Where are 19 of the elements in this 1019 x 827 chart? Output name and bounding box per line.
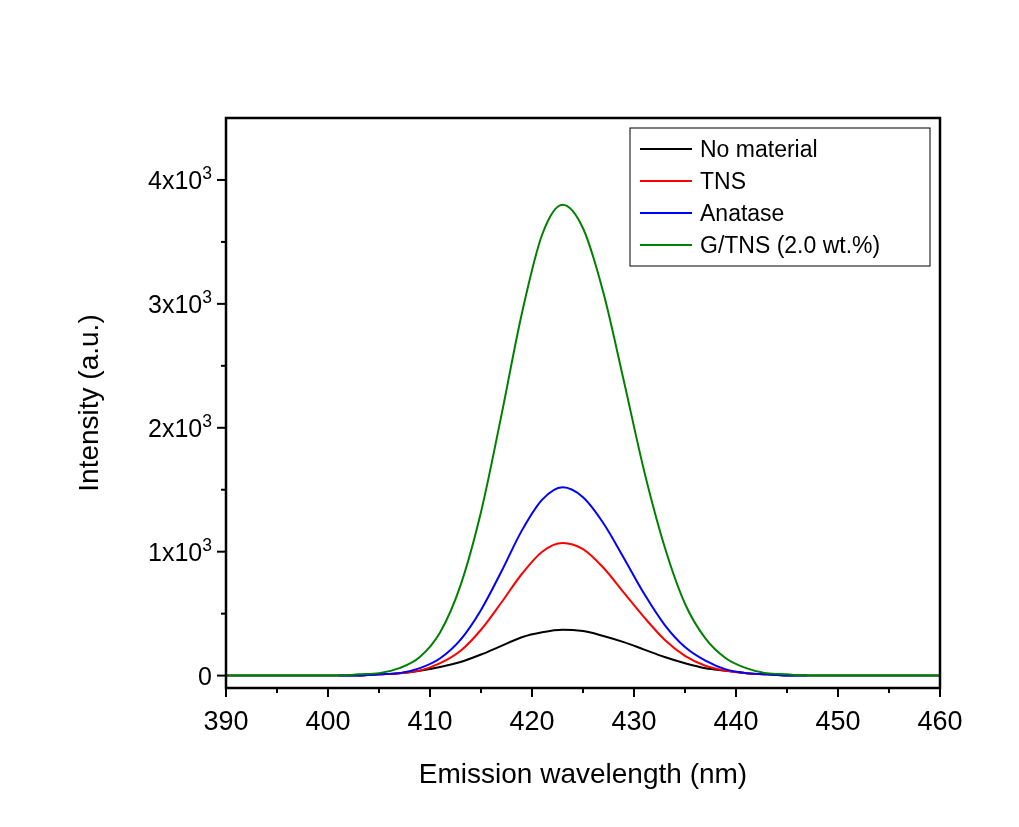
y-tick-label: 0 bbox=[198, 661, 212, 690]
x-tick-label: 400 bbox=[305, 706, 351, 736]
y-axis-title: Intensity (a.u.) bbox=[73, 314, 104, 492]
legend-label: No material bbox=[700, 136, 818, 162]
y-tick-label: 2x10$^{3}$ bbox=[148, 410, 212, 442]
legend-label: G/TNS (2.0 wt.%) bbox=[700, 232, 881, 258]
x-tick-label: 450 bbox=[815, 706, 861, 736]
x-tick-label: 390 bbox=[203, 706, 249, 736]
y-tick-label: 4x10$^{3}$ bbox=[148, 162, 212, 194]
x-tick-label: 410 bbox=[407, 706, 453, 736]
x-axis-title: Emission wavelength (nm) bbox=[418, 758, 748, 789]
legend-label: Anatase bbox=[700, 200, 785, 226]
x-tick-label: 460 bbox=[917, 706, 963, 736]
y-tick-label: 3x10$^{3}$ bbox=[148, 286, 212, 318]
legend-label: TNS bbox=[700, 168, 746, 194]
x-tick-label: 440 bbox=[713, 706, 759, 736]
x-tick-label: 420 bbox=[509, 706, 555, 736]
x-tick-label: 430 bbox=[611, 706, 657, 736]
y-tick-label: 1x10$^{3}$ bbox=[148, 534, 212, 566]
